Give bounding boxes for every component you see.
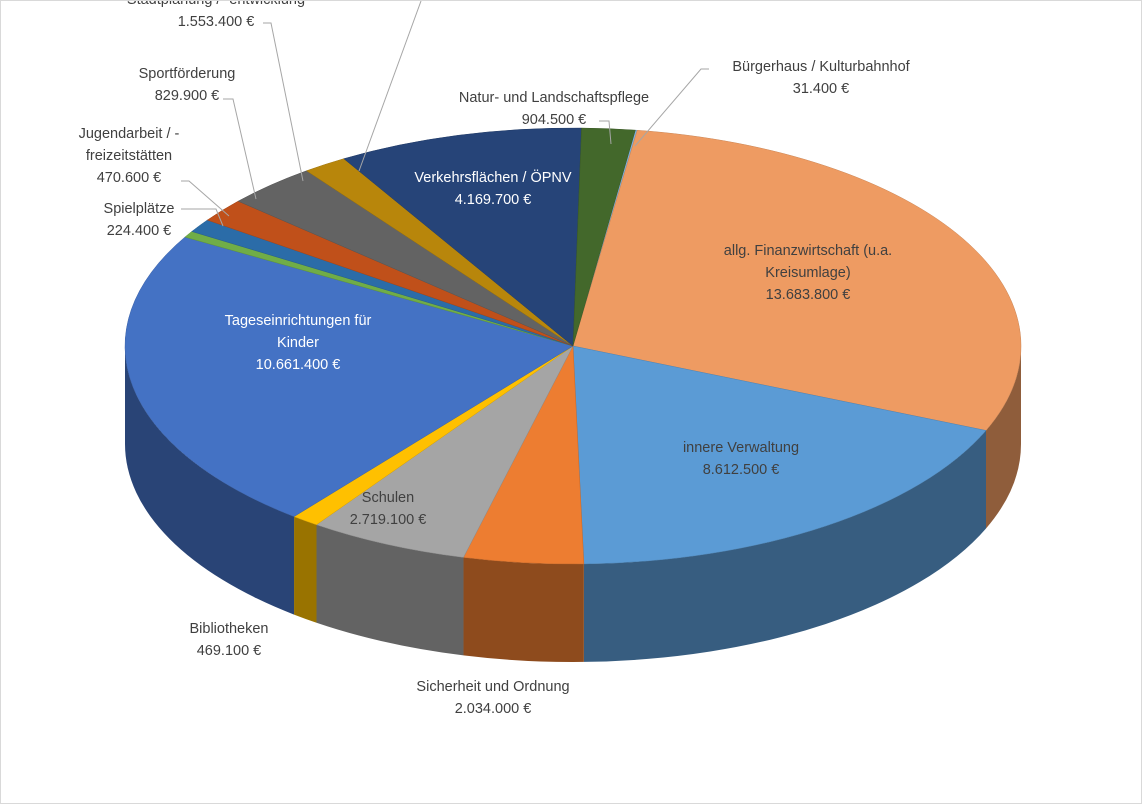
slice-side-3 [463,557,584,662]
slice-1 [572,129,1022,431]
label-tages: Tageseinrichtungen für Kinder 10.661.400 … [224,313,372,373]
slice-12 [343,127,582,347]
slice-side-1 [985,346,1021,529]
label-innere: innere Verwaltung 8.612.500 € [682,440,800,478]
slice-side-2 [583,430,986,662]
label-schulen: Schulen 2.719.100 € [349,490,427,528]
slice-4 [315,345,574,558]
slice-6 [124,236,574,517]
slice-side-5 [294,516,317,623]
slice-side-4 [316,524,464,656]
label-verkehr: Verkehrsflächen / ÖPNV 4.169.700 € [414,170,572,208]
slice-2 [572,345,987,565]
label-buergerhaus: Bürgerhaus / Kulturbahnhof 31.400 € [732,59,910,97]
leader-lines [181,1,709,227]
label-sport: Sportförderung 829.900 € [138,66,236,104]
label-natur: Natur- und Landschaftspflege 904.500 € [458,90,650,128]
label-bibliotheken: Bibliotheken 469.100 € [189,621,269,659]
slice-13 [572,127,636,347]
label-finanz: allg. Finanzwirtschaft (u.a. Kreisumlage… [723,243,893,303]
label-jugend: Jugendarbeit / -freizeitstätten 470.600 € [78,126,180,186]
label-sicherheit: Sicherheit und Ordnung 2.034.000 € [416,679,570,717]
label-spielplaetze: Spielplätze 224.400 € [103,201,175,239]
slice-side-6 [125,346,295,615]
label-stadtplanung: Stadtplanung / -entwicklung 1.553.400 € [126,0,306,30]
